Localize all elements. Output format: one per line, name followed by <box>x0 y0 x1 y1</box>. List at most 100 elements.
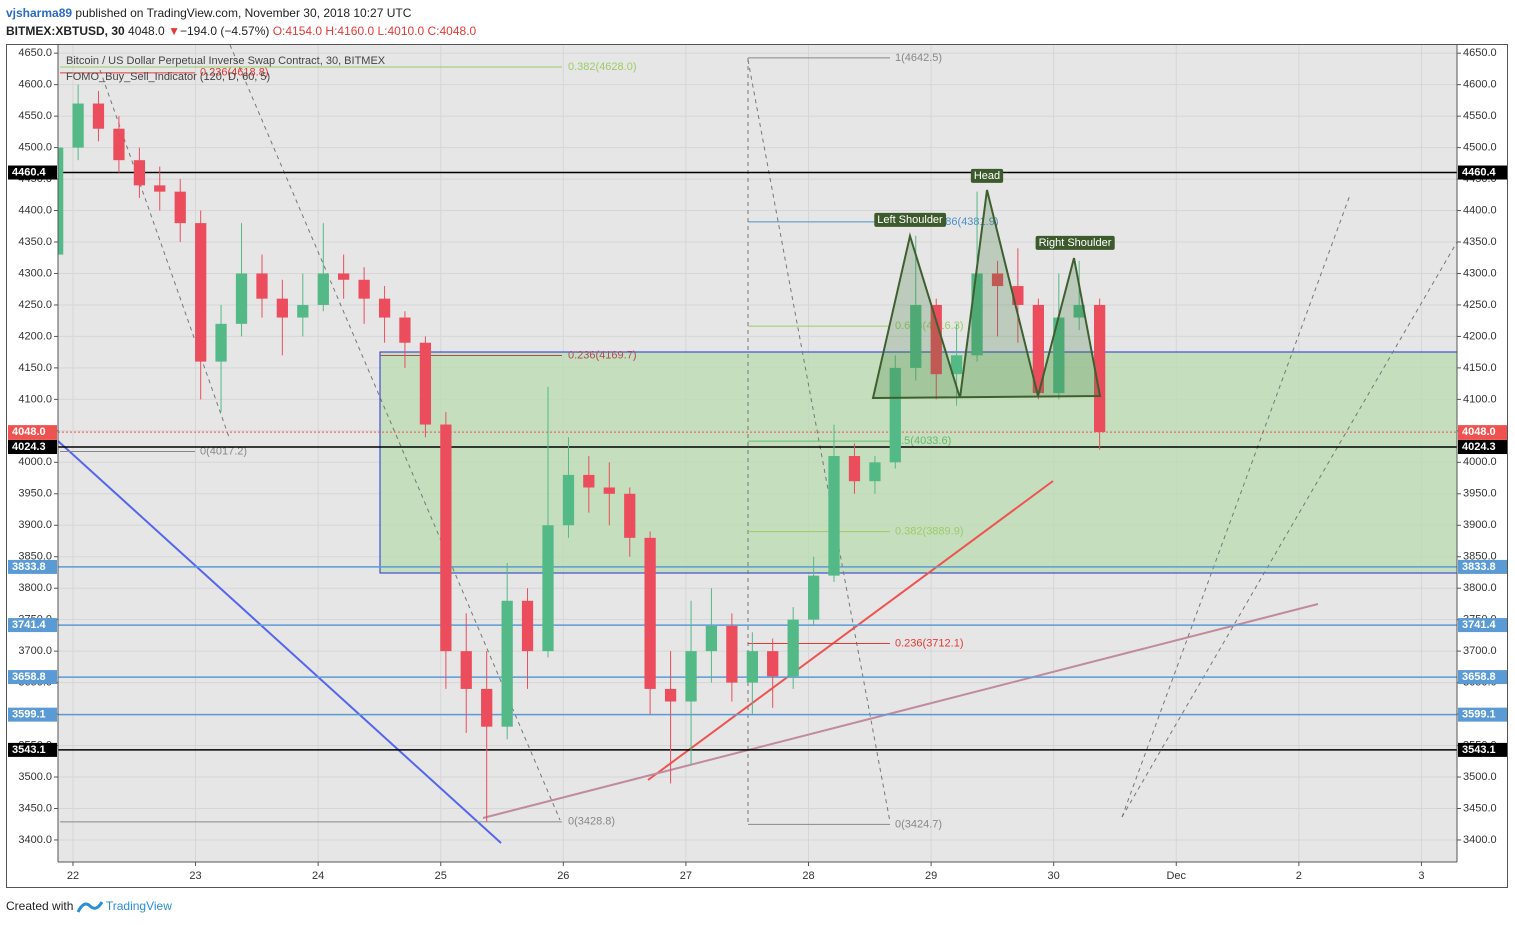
y-tick-label: 3900.0 <box>18 519 52 531</box>
candle-body <box>235 273 248 324</box>
trendline <box>57 440 502 844</box>
candle-body <box>501 600 513 727</box>
level-label: 3599.1 <box>1462 709 1496 721</box>
level-label: 3543.1 <box>1462 744 1496 756</box>
fib-label: 1(4642.5) <box>895 52 942 64</box>
y-tick-label: 4350.0 <box>1463 236 1497 248</box>
fib-label: 0.236(3712.1) <box>895 637 964 649</box>
y-tick-label: 3700.0 <box>1463 645 1497 657</box>
candle-body <box>664 688 677 702</box>
x-tick-label: 27 <box>680 870 692 882</box>
y-tick-label: 4150.0 <box>1463 362 1497 374</box>
trendline <box>647 480 1054 781</box>
fib-label: 0(3428.8) <box>568 816 615 828</box>
level-label: 4024.3 <box>1462 441 1496 453</box>
marks: 0.382(4628.0) 0.236(4618.8) 1(4642.5) 0(401… <box>52 52 1457 830</box>
y-tick-label: 4500.0 <box>18 142 52 154</box>
level-box <box>8 165 57 180</box>
candle-body <box>828 456 840 576</box>
y-tick-label: 3700.0 <box>18 645 52 657</box>
y-tick-label: 4000.0 <box>18 456 52 468</box>
y-tick-label: 4300.0 <box>18 267 52 279</box>
brand[interactable]: TradingView <box>105 899 172 913</box>
candle-body <box>338 273 350 280</box>
y-tick-label: 3500.0 <box>1463 771 1497 783</box>
pattern-label: Left Shoulder <box>877 214 943 226</box>
candle-body <box>1073 304 1085 318</box>
y-tick-label: 3450.0 <box>1463 802 1497 814</box>
candle-body <box>256 273 268 299</box>
level-box <box>1458 707 1507 722</box>
y-tick-label: 4200.0 <box>1463 330 1497 342</box>
y-tick-label: 4250.0 <box>18 299 52 311</box>
level-box <box>1458 742 1507 757</box>
y-tick-label: 4400.0 <box>1463 204 1497 216</box>
level-box <box>1458 425 1507 440</box>
pattern-box <box>874 212 947 227</box>
level-label: 4460.4 <box>1462 166 1497 178</box>
y-tick-label: 4250.0 <box>1463 299 1497 311</box>
symbol-line: BITMEX:XBTUSD, 30 4048.0 ▼−194.0 (−4.57%… <box>6 22 476 40</box>
price: 4048.0 <box>128 24 165 38</box>
y-tick-label: 3950.0 <box>18 488 52 500</box>
author[interactable]: vjsharma89 <box>6 6 73 20</box>
indicator-name: FOMO_Buy_Sell_Indicator (120, D, 60, 5) <box>66 71 270 83</box>
x-tick-label: 23 <box>189 870 201 882</box>
level-label: 3833.8 <box>1462 561 1496 573</box>
x-tick-label: 28 <box>802 870 814 882</box>
y-tick-label: 3900.0 <box>1463 519 1497 531</box>
y-tick-label: 4150.0 <box>18 362 52 374</box>
fib-guide <box>1121 194 1351 818</box>
x-tick-label: 29 <box>925 870 937 882</box>
header: vjsharma89 published on TradingView.com,… <box>6 4 476 40</box>
y-tick-label: 3800.0 <box>1463 582 1497 594</box>
footer: Created with TradingView <box>6 899 172 914</box>
fib-label: 0.236(4169.7) <box>568 349 637 361</box>
x-tick-label: 25 <box>435 870 447 882</box>
y-tick-label: 4350.0 <box>18 236 52 248</box>
candle-body <box>624 493 636 538</box>
y-tick-label: 4300.0 <box>1463 267 1497 279</box>
trendline <box>482 603 1319 819</box>
fib-label: 0.382(4628.0) <box>568 61 637 73</box>
level-label: 3599.1 <box>12 709 46 721</box>
y-tick-label: 3450.0 <box>18 802 52 814</box>
candle-body <box>583 474 595 488</box>
y-tick-label: 4550.0 <box>18 110 52 122</box>
candle-body <box>950 355 963 375</box>
published: published on TradingView.com, November 3… <box>75 6 412 20</box>
y-tick-label: 3400.0 <box>18 834 52 846</box>
level-label: 3833.8 <box>12 561 46 573</box>
level-box <box>8 707 57 722</box>
candle-body <box>481 688 493 727</box>
head-shoulders <box>871 189 1102 400</box>
candle-body <box>705 625 718 652</box>
level-label: 4460.4 <box>12 166 47 178</box>
candle-body <box>930 304 942 375</box>
candle-body <box>460 651 472 689</box>
candle-body <box>562 474 575 526</box>
x-axis-bg <box>58 862 1457 887</box>
candle-body <box>317 273 329 305</box>
y-tick-label: 4000.0 <box>1463 456 1497 468</box>
pattern-box <box>1035 235 1115 250</box>
fib-label: 0.236(4618.8) <box>200 67 269 79</box>
candle-body <box>971 273 983 356</box>
candle-body <box>991 273 1004 287</box>
level-label: 4048.0 <box>1462 426 1496 438</box>
y-tick-label: 4100.0 <box>18 393 52 405</box>
level-box <box>1458 440 1507 455</box>
level-label: 4048.0 <box>12 426 46 438</box>
y-tick-label: 3850.0 <box>1463 551 1497 563</box>
candle-body <box>297 304 309 318</box>
level-label: 3658.8 <box>1462 671 1496 683</box>
level-label: 4024.3 <box>12 441 46 453</box>
candle-body <box>869 462 881 482</box>
fib-label: 0.5(4033.6) <box>895 435 951 447</box>
y-tick-label: 4550.0 <box>1463 110 1497 122</box>
level-box <box>1458 670 1507 685</box>
fib-label: 0(4017.2) <box>200 445 247 457</box>
candle-body <box>276 298 288 318</box>
fib-box <box>379 351 1458 574</box>
